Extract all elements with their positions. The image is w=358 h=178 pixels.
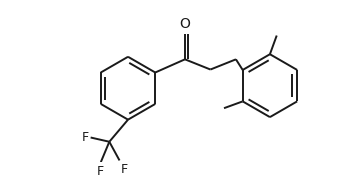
Text: F: F <box>81 131 88 144</box>
Text: F: F <box>120 163 127 176</box>
Text: O: O <box>179 17 190 31</box>
Text: F: F <box>96 165 103 178</box>
